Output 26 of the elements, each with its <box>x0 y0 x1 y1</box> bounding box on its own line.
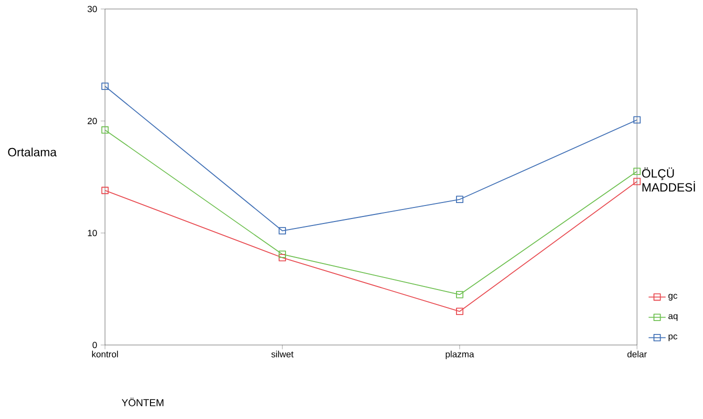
legend-label: aq <box>668 314 678 321</box>
point <box>278 250 286 258</box>
point <box>456 290 464 298</box>
point <box>278 254 286 262</box>
point <box>633 168 641 176</box>
x-axis-title: YÖNTEM <box>122 398 164 406</box>
y-axis-title: Ortalama <box>8 148 57 156</box>
y-tick-label: 20 <box>88 118 97 124</box>
point <box>101 82 109 90</box>
y-tick-label: 0 <box>92 342 97 348</box>
point <box>633 116 641 124</box>
point <box>456 308 464 316</box>
x-tick-label: delar <box>627 350 647 358</box>
x-tick-label: plazma <box>446 350 474 360</box>
point <box>456 196 464 204</box>
point <box>633 178 641 186</box>
point <box>278 227 286 234</box>
y-tick-label: 30 <box>88 6 97 12</box>
legend-label: gc <box>668 294 678 301</box>
legend-title: ÖLÇÜ MADDESİ <box>642 168 695 192</box>
point <box>101 186 109 194</box>
x-tick-label: kontrol <box>92 350 118 358</box>
x-tick-label: silwet <box>271 350 294 358</box>
point <box>101 126 109 134</box>
y-tick-label: 10 <box>88 230 97 236</box>
legend-label: pc <box>668 334 678 342</box>
